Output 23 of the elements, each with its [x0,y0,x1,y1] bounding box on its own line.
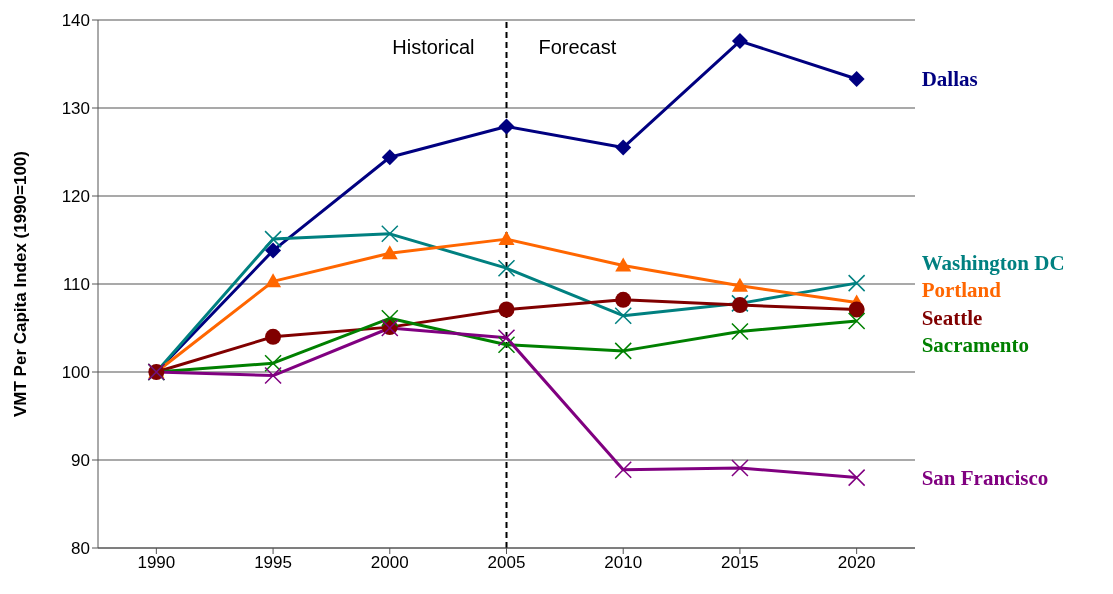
y-tick-label: 120 [61,187,90,207]
annotation: Historical [392,36,475,58]
y-tick-label: 100 [61,363,90,383]
x-tick-label: 2005 [487,553,526,573]
y-tick-label: 110 [62,275,90,295]
x-tick-label: 2015 [721,553,759,573]
text: Sacramento [921,332,1029,357]
y-tick-label: 130 [61,99,90,119]
y-axis-title: VMT Per Capita Index (1990=100) [11,151,31,417]
text: Portland [921,278,1002,303]
text: Dallas [921,66,978,91]
y-tick-label: 80 [71,539,90,559]
text: Washington DC [921,251,1065,276]
x-tick-label: 1995 [254,553,292,573]
x-tick-label: 1990 [137,553,176,573]
x-tick-label: 2010 [604,553,643,573]
y-tick-label: 140 [61,11,90,31]
y-tick-label: 90 [71,451,90,471]
text: San Francisco [921,465,1049,490]
annotation: Forecast [538,36,617,58]
x-tick-label: 2000 [370,553,409,573]
text: Seattle [921,305,983,330]
x-tick-label: 2020 [837,553,876,573]
